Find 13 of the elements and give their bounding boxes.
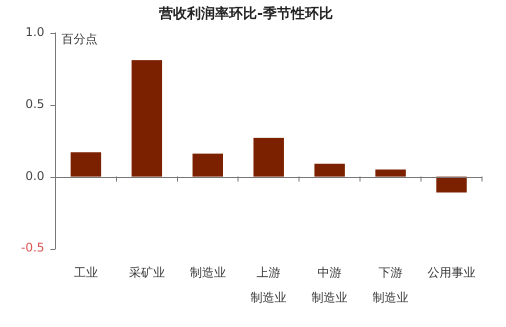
x-tick-label: 下游制造业 [372, 265, 409, 305]
y-tick-label: -0.5 [20, 240, 44, 255]
y-tick-label: 0.0 [25, 168, 44, 183]
y-tick-label: 0.5 [25, 96, 44, 111]
x-tick-label: 采矿业 [128, 265, 165, 280]
y-tick-label: 1.0 [25, 24, 44, 39]
chart-title: 营收利润率环比-季节性环比 [158, 5, 333, 22]
x-tick-label: 公用事业 [428, 265, 476, 280]
x-tick-label: 工业 [74, 265, 98, 280]
x-tick-label: 制造业 [190, 265, 226, 280]
y-axis-title: 百分点 [61, 32, 98, 46]
x-tick-label: 中游制造业 [312, 265, 348, 305]
x-tick-label: 上游制造业 [250, 265, 287, 305]
